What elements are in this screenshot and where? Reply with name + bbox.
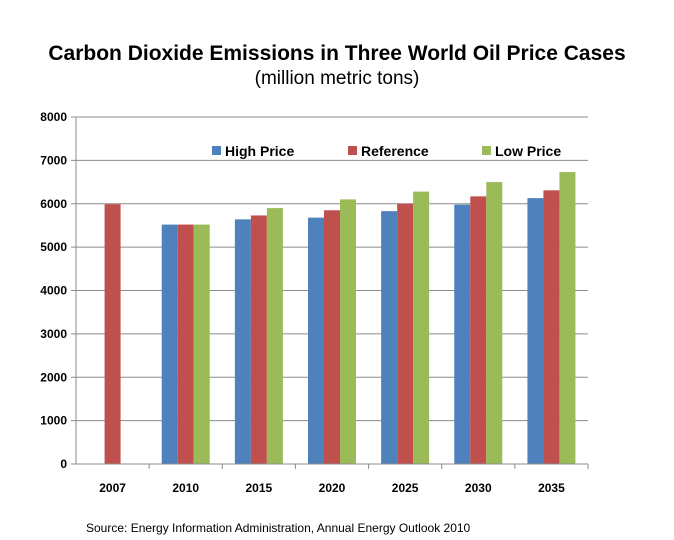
legend-label-high-price: High Price bbox=[225, 143, 294, 159]
y-tick-label: 7000 bbox=[40, 153, 67, 167]
x-tick-label: 2010 bbox=[172, 481, 199, 495]
chart-title: Carbon Dioxide Emissions in Three World … bbox=[48, 42, 626, 65]
bar-reference-2025 bbox=[397, 203, 414, 464]
y-tick-label: 8000 bbox=[40, 110, 67, 124]
bar-high-price-2025 bbox=[381, 211, 398, 464]
source-note: Source: Energy Information Administratio… bbox=[86, 521, 471, 535]
bar-low-price-2020 bbox=[340, 199, 356, 464]
bars bbox=[104, 172, 576, 465]
bar-low-price-2015 bbox=[266, 208, 283, 464]
bar-reference-2020 bbox=[324, 210, 340, 464]
x-tick-label: 2030 bbox=[465, 481, 492, 495]
tick-labels: 0 1000 2000 3000 4000 5000 6000 7000 8000 2007 201… bbox=[40, 110, 565, 495]
y-tick-label: 5000 bbox=[40, 240, 67, 254]
x-tick-label: 2025 bbox=[392, 481, 419, 495]
legend-swatch-reference bbox=[348, 146, 357, 155]
bar-high-price-2015 bbox=[234, 219, 251, 464]
bar-low-price-2035 bbox=[559, 172, 576, 464]
axes bbox=[71, 116, 589, 469]
bar-high-price-2035 bbox=[527, 198, 544, 464]
bar-high-price-2020 bbox=[308, 217, 324, 464]
bar-low-price-2025 bbox=[413, 191, 430, 465]
bar-reference-2007 bbox=[104, 204, 121, 464]
y-tick-label: 6000 bbox=[40, 197, 67, 211]
y-tick-label: 4000 bbox=[40, 284, 67, 298]
bar-low-price-2010 bbox=[193, 224, 210, 464]
x-tick-label: 2035 bbox=[538, 481, 565, 495]
bar-reference-2030 bbox=[470, 196, 487, 464]
y-tick-label: 1000 bbox=[40, 414, 67, 428]
bar-low-price-2030 bbox=[486, 182, 503, 464]
x-tick-label: 2007 bbox=[99, 481, 126, 495]
chart-subtitle: (million metric tons) bbox=[254, 68, 420, 89]
legend-swatch-high-price bbox=[212, 146, 221, 155]
y-tick-label: 0 bbox=[60, 457, 67, 471]
bar-reference-2035 bbox=[543, 190, 560, 464]
legend-swatch-low-price bbox=[482, 146, 491, 155]
y-tick-label: 2000 bbox=[40, 370, 67, 384]
bar-reference-2010 bbox=[177, 224, 194, 464]
bar-high-price-2030 bbox=[454, 204, 471, 464]
x-tick-label: 2020 bbox=[319, 481, 346, 495]
y-tick-label: 3000 bbox=[40, 327, 67, 341]
x-tick-label: 2015 bbox=[246, 481, 273, 495]
legend-label-reference: Reference bbox=[361, 143, 429, 159]
bar-high-price-2010 bbox=[161, 224, 178, 464]
bar-chart: 0 1000 2000 3000 4000 5000 6000 7000 8000 2007 201… bbox=[40, 110, 589, 495]
bar-reference-2015 bbox=[250, 215, 267, 464]
legend: High Price Reference Low Price bbox=[212, 143, 561, 159]
legend-label-low-price: Low Price bbox=[495, 143, 561, 159]
gridlines bbox=[76, 116, 588, 422]
